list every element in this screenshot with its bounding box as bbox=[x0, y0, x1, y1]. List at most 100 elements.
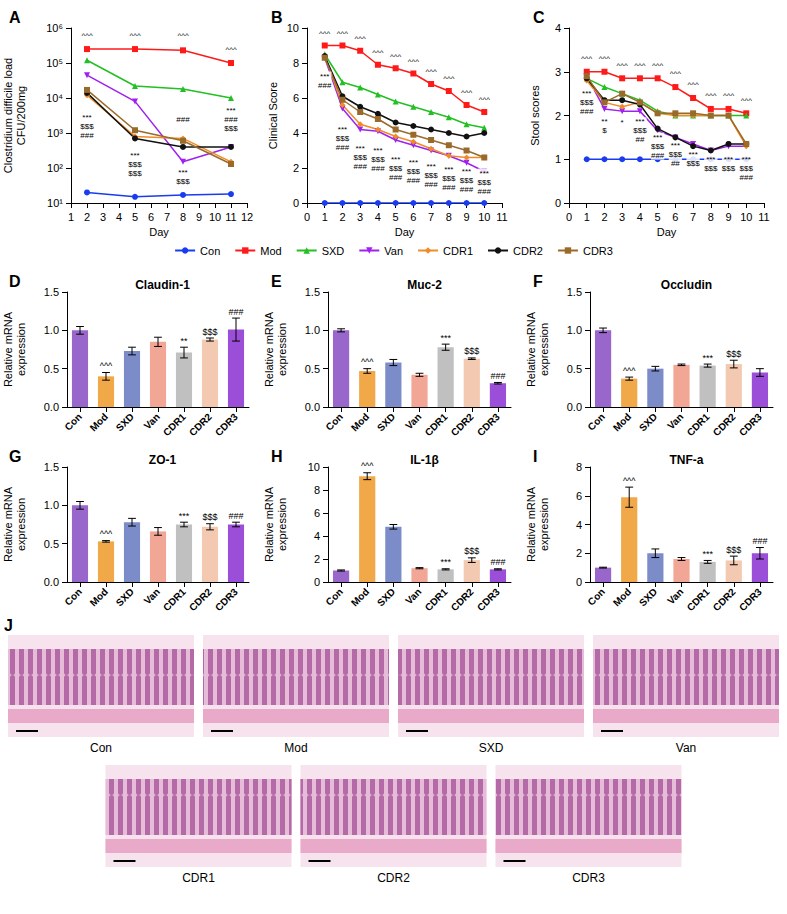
svg-text:expression: expression bbox=[276, 323, 288, 376]
svg-text:expression: expression bbox=[276, 498, 288, 551]
svg-text:Relative mRNA: Relative mRNA bbox=[2, 311, 14, 387]
svg-text:***: *** bbox=[582, 89, 591, 98]
svg-text:0.5: 0.5 bbox=[305, 363, 320, 375]
svg-text:Occludin: Occludin bbox=[661, 278, 712, 292]
svg-text:11: 11 bbox=[225, 211, 236, 223]
svg-text:CDR3: CDR3 bbox=[475, 586, 502, 613]
svg-text:CDR3: CDR3 bbox=[213, 411, 240, 438]
svg-text:Mod: Mod bbox=[88, 586, 110, 608]
svg-text:ZO-1: ZO-1 bbox=[149, 453, 177, 467]
svg-text:Mod: Mod bbox=[611, 411, 633, 433]
svg-text:3: 3 bbox=[619, 211, 625, 223]
svg-text:5: 5 bbox=[132, 211, 138, 223]
svg-text:2: 2 bbox=[576, 547, 582, 559]
svg-text:4: 4 bbox=[116, 211, 122, 223]
svg-text:^^^: ^^^ bbox=[723, 91, 735, 100]
svg-text:Muc-2: Muc-2 bbox=[407, 278, 442, 292]
svg-text:^^^: ^^^ bbox=[361, 461, 374, 471]
svg-text:10⁴: 10⁴ bbox=[46, 92, 63, 104]
svg-text:0: 0 bbox=[293, 197, 299, 209]
svg-text:CDR2: CDR2 bbox=[377, 871, 410, 885]
svg-text:SXD: SXD bbox=[375, 586, 397, 608]
svg-text:CDR3: CDR3 bbox=[583, 245, 613, 257]
svg-text:Clostridium difficile load: Clostridium difficile load bbox=[2, 58, 14, 173]
svg-text:B: B bbox=[271, 9, 283, 26]
svg-text:$$$: $$$ bbox=[336, 134, 350, 143]
svg-text:1.0: 1.0 bbox=[305, 324, 320, 336]
svg-text:Van: Van bbox=[142, 586, 162, 606]
svg-text:^^^: ^^^ bbox=[408, 57, 420, 66]
svg-text:Con: Con bbox=[200, 245, 220, 257]
svg-text:Van: Van bbox=[403, 586, 423, 606]
svg-text:^^^: ^^^ bbox=[100, 361, 113, 371]
svg-text:$$$: $$$ bbox=[580, 98, 594, 107]
svg-text:2: 2 bbox=[601, 211, 607, 223]
svg-text:Mod: Mod bbox=[260, 245, 281, 257]
svg-text:$$$: $$$ bbox=[424, 171, 438, 180]
svg-text:^^^: ^^^ bbox=[100, 529, 113, 539]
svg-text:1.0: 1.0 bbox=[44, 499, 59, 511]
svg-text:***: *** bbox=[409, 158, 418, 167]
svg-text:3: 3 bbox=[100, 211, 106, 223]
svg-text:$$$: $$$ bbox=[726, 349, 741, 359]
svg-text:3: 3 bbox=[357, 211, 363, 223]
svg-text:###: ### bbox=[228, 307, 243, 317]
svg-text:expression: expression bbox=[538, 498, 550, 551]
svg-text:SXD: SXD bbox=[114, 411, 136, 433]
svg-text:CDR1: CDR1 bbox=[423, 411, 450, 438]
svg-text:###: ### bbox=[176, 115, 190, 124]
svg-text:***: *** bbox=[688, 150, 697, 159]
svg-text:^^^: ^^^ bbox=[129, 31, 141, 40]
svg-text:SXD: SXD bbox=[114, 586, 136, 608]
svg-text:$$$: $$$ bbox=[464, 346, 479, 356]
svg-text:###: ### bbox=[651, 151, 665, 160]
svg-text:***: *** bbox=[178, 168, 187, 177]
svg-text:***: *** bbox=[724, 155, 733, 164]
svg-text:^^^: ^^^ bbox=[355, 34, 367, 43]
svg-text:$$$: $$$ bbox=[442, 174, 456, 183]
svg-text:^^^: ^^^ bbox=[319, 29, 331, 38]
svg-text:0.5: 0.5 bbox=[567, 363, 582, 375]
svg-text:**: ** bbox=[601, 117, 607, 126]
svg-text:***: *** bbox=[440, 557, 451, 567]
svg-text:10: 10 bbox=[287, 22, 299, 34]
svg-text:$$$: $$$ bbox=[371, 155, 385, 164]
svg-text:Relative mRNA: Relative mRNA bbox=[263, 311, 275, 387]
svg-text:###: ### bbox=[460, 185, 474, 194]
svg-text:5: 5 bbox=[393, 211, 399, 223]
svg-text:^^^: ^^^ bbox=[581, 54, 593, 63]
svg-text:3: 3 bbox=[555, 66, 561, 78]
svg-text:***: *** bbox=[179, 511, 190, 521]
svg-text:CDR2: CDR2 bbox=[187, 586, 214, 613]
svg-text:Van: Van bbox=[384, 245, 403, 257]
svg-text:Relative mRNA: Relative mRNA bbox=[525, 486, 537, 562]
svg-text:expression: expression bbox=[15, 498, 27, 551]
svg-text:CDR1: CDR1 bbox=[443, 245, 473, 257]
svg-text:^^^: ^^^ bbox=[705, 91, 717, 100]
svg-text:Van: Van bbox=[142, 411, 162, 431]
svg-text:^^^: ^^^ bbox=[461, 88, 473, 97]
svg-text:TNF-a: TNF-a bbox=[670, 453, 704, 467]
svg-text:Con: Con bbox=[62, 586, 84, 608]
svg-text:Mod: Mod bbox=[349, 411, 371, 433]
svg-text:F: F bbox=[533, 273, 543, 290]
svg-text:9: 9 bbox=[725, 211, 731, 223]
svg-text:4: 4 bbox=[576, 519, 582, 531]
svg-text:***: *** bbox=[338, 125, 347, 134]
svg-text:***: *** bbox=[373, 146, 382, 155]
svg-text:1.0: 1.0 bbox=[567, 324, 582, 336]
svg-text:4: 4 bbox=[555, 22, 561, 34]
svg-text:expression: expression bbox=[538, 323, 550, 376]
svg-text:7: 7 bbox=[164, 211, 170, 223]
svg-text:SXD: SXD bbox=[322, 245, 345, 257]
svg-text:Van: Van bbox=[665, 411, 685, 431]
svg-text:Van: Van bbox=[676, 741, 696, 755]
svg-text:SXD: SXD bbox=[375, 411, 397, 433]
svg-text:$$$: $$$ bbox=[389, 164, 403, 173]
svg-text:D: D bbox=[9, 273, 21, 290]
svg-text:4: 4 bbox=[314, 530, 320, 542]
svg-text:Con: Con bbox=[585, 586, 607, 608]
svg-text:4: 4 bbox=[637, 211, 643, 223]
svg-text:H: H bbox=[271, 448, 283, 465]
svg-text:^^^: ^^^ bbox=[687, 80, 699, 89]
